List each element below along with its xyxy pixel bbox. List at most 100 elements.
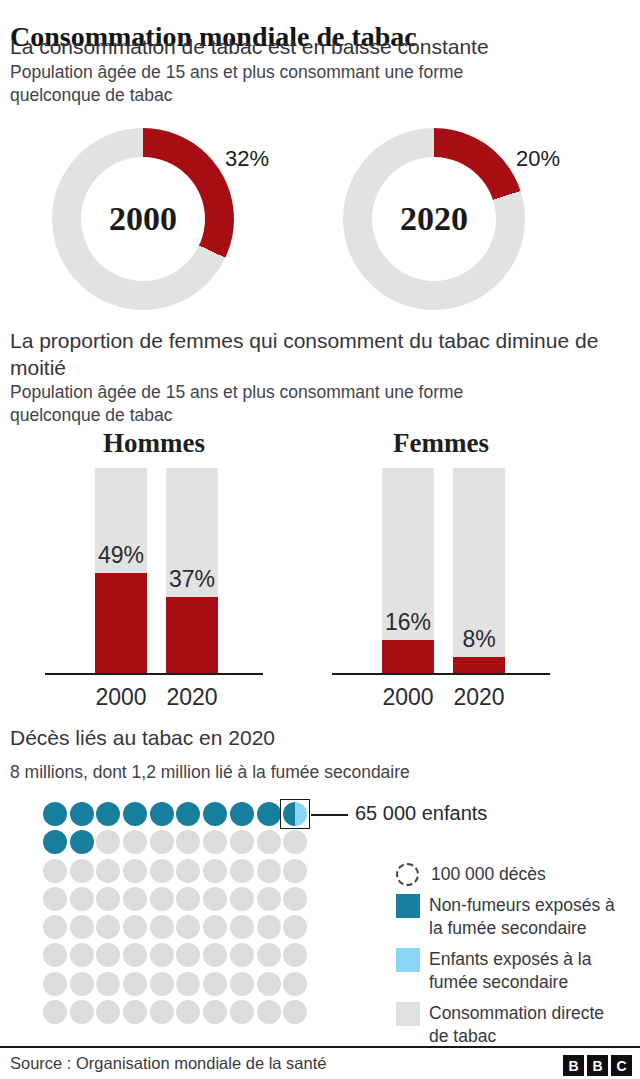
infographic: Consommation mondiale de tabac La consom…: [0, 0, 640, 1079]
donut-value-label: 32%: [225, 146, 269, 172]
gray-dot: [150, 830, 174, 854]
callout-label: 65 000 enfants: [355, 802, 487, 825]
donut-2000: 2000 32%: [52, 128, 234, 310]
teal-dot: [70, 802, 94, 826]
bar-fill: [95, 573, 147, 673]
section3-description: 8 millions, dont 1,2 million lié à la fu…: [10, 761, 570, 784]
gray-dot: [230, 887, 254, 911]
gray-dot: [176, 830, 200, 854]
bbc-logo-block: C: [611, 1055, 632, 1076]
bar-hommes-2000: 49%: [95, 468, 147, 673]
gray-dot: [150, 972, 174, 996]
teal-dot: [43, 830, 67, 854]
gray-dot: [70, 1000, 94, 1024]
gray-dot: [203, 915, 227, 939]
teal-dot: [43, 802, 67, 826]
gray-dot: [176, 1000, 200, 1024]
legend-label: Consommation directe de tabac: [429, 1002, 628, 1048]
footer-divider: [0, 1046, 640, 1048]
gray-dot: [70, 972, 94, 996]
gray-dot: [176, 915, 200, 939]
gray-dot: [257, 943, 281, 967]
gray-dot: [230, 1000, 254, 1024]
bbc-logo-block: B: [563, 1055, 584, 1076]
bar-hommes-2020: 37%: [166, 468, 218, 673]
bar-chart-group-title: Hommes: [45, 428, 263, 460]
gray-swatch-icon: [396, 1002, 420, 1026]
gray-dot: [123, 830, 147, 854]
gray-dot: [96, 859, 120, 883]
legend-item-direct: Consommation directe de tabac: [396, 1002, 628, 1048]
gray-dot: [230, 972, 254, 996]
x-tick-label: 2000: [95, 684, 147, 711]
x-tick-label: 2000: [382, 684, 434, 711]
gray-dot: [203, 972, 227, 996]
gray-dot: [257, 1000, 281, 1024]
teal-dot: [96, 802, 120, 826]
gray-dot: [230, 859, 254, 883]
gray-dot: [257, 887, 281, 911]
teal-dot: [230, 802, 254, 826]
gray-dot: [257, 915, 281, 939]
gray-dot: [283, 915, 307, 939]
teal-dot: [203, 802, 227, 826]
section2-title: La proportion de femmes qui consomment d…: [10, 327, 628, 381]
gray-dot: [123, 859, 147, 883]
gray-dot: [123, 915, 147, 939]
gray-dot: [230, 943, 254, 967]
gray-dot: [96, 830, 120, 854]
gray-dot: [96, 915, 120, 939]
teal-dot: [70, 830, 94, 854]
dashed-circle-icon: [396, 863, 419, 886]
teal-dot: [176, 802, 200, 826]
donut-value-label: 20%: [516, 146, 560, 172]
donut-2020: 2020 20%: [343, 128, 525, 310]
gray-dot: [70, 915, 94, 939]
section3-title: Décès liés au tabac en 2020: [10, 724, 630, 751]
bar-fill: [382, 640, 434, 673]
donut-center-label: 2000: [109, 200, 177, 238]
bbc-logo: B B C: [563, 1055, 632, 1076]
x-axis-labels: 2000 2020: [332, 684, 550, 711]
gray-dot: [70, 887, 94, 911]
gray-dot: [283, 887, 307, 911]
gray-dot: [96, 943, 120, 967]
gray-dot: [230, 830, 254, 854]
gray-dot: [176, 859, 200, 883]
bar-femmes-2000: 16%: [382, 468, 434, 673]
bar-value-label: 8%: [453, 626, 505, 653]
legend: 100 000 décès Non-fumeurs exposés à la f…: [396, 863, 628, 1048]
source-credit: Source : Organisation mondiale de la san…: [10, 1054, 326, 1073]
gray-dot: [283, 943, 307, 967]
bar-fill: [166, 597, 218, 673]
gray-dot: [43, 859, 67, 883]
bar-femmes-2020: 8%: [453, 468, 505, 673]
gray-dot: [176, 887, 200, 911]
callout-connector-line: [311, 814, 348, 816]
teal-dot: [150, 802, 174, 826]
gray-dot: [283, 859, 307, 883]
teal-dot: [123, 802, 147, 826]
gray-dot: [43, 1000, 67, 1024]
bar-value-label: 16%: [382, 609, 434, 636]
legend-item-nonsmokers: Non-fumeurs exposés à la fumée secondair…: [396, 894, 628, 940]
gray-dot: [96, 972, 120, 996]
donut-hole: 2000: [81, 157, 205, 281]
legend-item-children: Enfants exposés à la fumée secondaire: [396, 948, 628, 994]
x-tick-label: 2020: [453, 684, 505, 711]
gray-dot: [43, 943, 67, 967]
donut-center-label: 2020: [400, 200, 468, 238]
gray-dot: [176, 972, 200, 996]
gray-dot: [70, 943, 94, 967]
donut-chart-row: 2000 32% 2020 20%: [52, 128, 525, 310]
gray-dot: [257, 859, 281, 883]
lightblue-swatch-icon: [396, 948, 420, 972]
gray-dot: [203, 859, 227, 883]
bar-chart-femmes: Femmes 16% 8% 2000 2020: [332, 428, 550, 711]
gray-dot: [203, 943, 227, 967]
legend-label: Enfants exposés à la fumée secondaire: [429, 948, 628, 994]
gray-dot: [96, 1000, 120, 1024]
gray-dot: [43, 972, 67, 996]
gray-dot: [150, 887, 174, 911]
gray-dot: [43, 887, 67, 911]
